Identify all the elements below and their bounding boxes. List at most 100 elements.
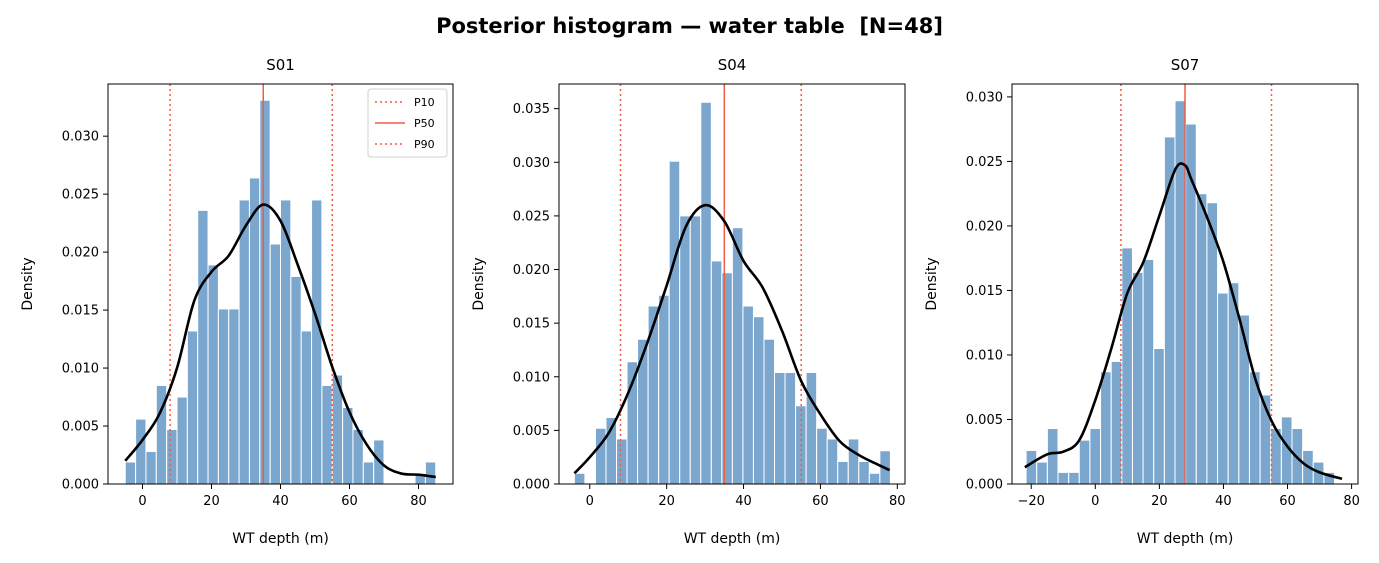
x-tick-label: 60 [1279, 494, 1296, 509]
histogram-bar [238, 199, 250, 484]
histogram-bar [700, 101, 712, 484]
x-tick-label: 20 [203, 494, 220, 509]
histogram-bar [259, 99, 271, 484]
histogram-bar [311, 199, 323, 484]
histogram-bar [763, 338, 776, 484]
panel-s01: 0 20 40 60 80 0.000 0.005 0.010 0.015 0.020 0.025 0… [20, 56, 454, 547]
plot-area [1024, 84, 1343, 484]
histogram-bar [300, 330, 313, 484]
histogram-bar [721, 272, 733, 484]
y-tick-label: 0.030 [62, 130, 99, 145]
y-tick-label: 0.010 [966, 348, 1003, 363]
histogram-bar [1078, 439, 1091, 484]
histogram-bar [1057, 471, 1070, 484]
x-axis-label: WT depth (m) [1137, 531, 1234, 547]
histogram-bar [1206, 202, 1219, 484]
histogram-bar [1100, 371, 1112, 484]
histogram-bar [658, 294, 670, 484]
y-tick-label: 0.020 [966, 219, 1003, 234]
kde-curve [1024, 162, 1343, 481]
panel-title: S04 [718, 56, 747, 74]
histogram-bar [1131, 271, 1144, 484]
histogram-bar [868, 472, 881, 484]
histogram-bar [826, 438, 839, 484]
histogram-bar [573, 472, 586, 484]
y-tick-label: 0.005 [966, 413, 1003, 428]
x-tick-label: 40 [1215, 494, 1232, 509]
y-axis-label: Density [20, 257, 36, 310]
x-tick-label: −20 [1018, 494, 1045, 509]
histogram-bar [1025, 449, 1038, 484]
y-tick-label: 0.000 [966, 478, 1003, 493]
y-tick-label: 0.035 [513, 102, 550, 117]
y-tick-label: 0.030 [966, 90, 1003, 105]
panel-s07: −20 0 20 40 60 80 0.000 0.005 0.010 0.015 0.020 0.0… [924, 56, 1360, 547]
histogram-bar [217, 308, 230, 484]
x-tick-label: 80 [1343, 494, 1360, 509]
y-tick-label: 0.025 [966, 155, 1003, 170]
histogram-bar [637, 338, 649, 484]
x-tick-label: 40 [272, 494, 289, 509]
histogram-bar [1174, 100, 1187, 484]
x-axis-label: WT depth (m) [232, 531, 329, 547]
histogram-bar [135, 418, 147, 484]
y-tick-label: 0.025 [62, 188, 99, 203]
y-tick-label: 0.005 [62, 420, 99, 435]
legend: P10 P50 P90 [367, 88, 448, 158]
kde-curve [573, 203, 891, 475]
histogram-bar [594, 427, 607, 484]
plot-area [573, 84, 891, 484]
histogram-bar [1046, 428, 1059, 484]
y-tick-label: 0.020 [513, 263, 550, 278]
histogram-bar [197, 209, 209, 484]
axes-frame [558, 83, 906, 485]
histogram-bar [816, 427, 828, 484]
histogram-bar [362, 461, 375, 484]
x-tick-label: 60 [341, 494, 358, 509]
histogram-bar [166, 429, 178, 484]
histogram-bar [742, 305, 754, 484]
histogram-bar [616, 438, 628, 484]
histogram-bar [752, 316, 765, 484]
legend-p50-label: P50 [414, 117, 435, 130]
histogram-bar [424, 461, 437, 484]
x-tick-label: 80 [889, 494, 906, 509]
x-tick-label: 80 [410, 494, 427, 509]
histogram-bar [784, 371, 797, 484]
histogram-bar [805, 371, 818, 484]
y-tick-label: 0.025 [513, 209, 550, 224]
histogram-bar [668, 160, 681, 484]
y-tick-label: 0.000 [513, 478, 550, 493]
histogram-bar [689, 215, 702, 484]
panel-title: S01 [266, 56, 295, 74]
y-tick-label: 0.005 [513, 424, 550, 439]
histogram-bar [145, 451, 157, 484]
axes-frame [1011, 83, 1359, 485]
plot-area [124, 84, 437, 484]
y-tick-label: 0.020 [62, 246, 99, 261]
histogram-bar [290, 275, 302, 484]
y-tick-label: 0.015 [513, 317, 550, 332]
histogram-bar [207, 264, 219, 484]
histogram-bar [269, 243, 281, 484]
y-tick-label: 0.010 [513, 370, 550, 385]
histogram-bar [248, 177, 261, 484]
panel-title: S07 [1171, 56, 1200, 74]
histogram-bar [186, 330, 199, 484]
legend-box [367, 88, 448, 158]
legend-p10-label: P10 [414, 96, 435, 109]
histogram-bar [228, 308, 240, 484]
x-tick-label: 20 [658, 494, 675, 509]
histogram-bar [710, 260, 723, 484]
y-tick-label: 0.030 [513, 156, 550, 171]
x-tick-label: 0 [138, 494, 146, 509]
histogram-bar [1036, 461, 1048, 484]
histogram-bar [858, 460, 870, 484]
histogram-bar [1068, 471, 1080, 484]
histogram-bar [837, 460, 849, 484]
histogram-bar [1142, 258, 1155, 484]
x-tick-label: 0 [1091, 494, 1099, 509]
histogram-bar [1217, 292, 1229, 484]
histogram-bar [774, 371, 786, 484]
